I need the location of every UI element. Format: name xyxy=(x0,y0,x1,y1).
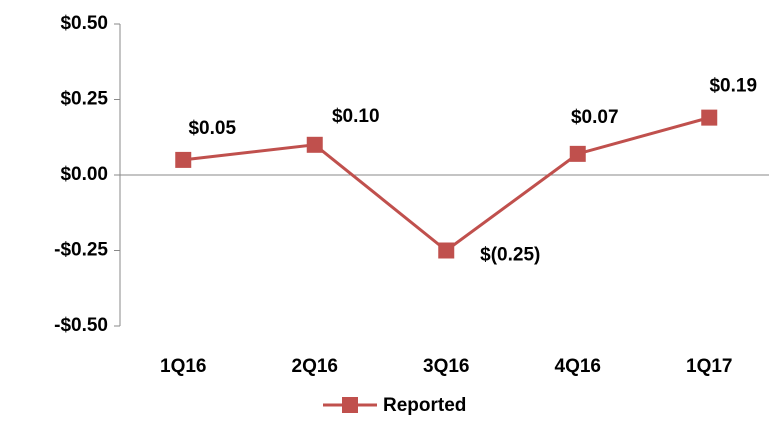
x-tick-label: 3Q16 xyxy=(423,356,469,377)
point-marker xyxy=(701,109,718,126)
data-label: $0.05 xyxy=(188,118,236,139)
y-tick-label: $0.00 xyxy=(60,164,108,185)
data-label: $0.07 xyxy=(571,107,619,128)
x-tick-label: 2Q16 xyxy=(292,356,338,377)
y-tick-label: -$0.50 xyxy=(54,315,108,336)
x-tick-label: 1Q17 xyxy=(686,356,732,377)
legend-label: Reported xyxy=(383,395,466,416)
point-marker xyxy=(306,136,323,153)
point-marker xyxy=(569,145,586,162)
y-tick-label: -$0.25 xyxy=(54,240,108,261)
x-tick-label: 1Q16 xyxy=(160,356,206,377)
point-marker xyxy=(438,242,455,259)
y-tick-label: $0.50 xyxy=(60,13,108,34)
data-label: $(0.25) xyxy=(480,245,540,266)
series-line xyxy=(183,116,710,253)
point-marker xyxy=(175,151,192,168)
data-label: $0.19 xyxy=(709,76,757,97)
legend-marker xyxy=(342,397,358,413)
y-tick-label: $0.25 xyxy=(60,89,108,110)
x-tick-label: 4Q16 xyxy=(555,356,601,377)
data-label: $0.10 xyxy=(332,106,380,127)
